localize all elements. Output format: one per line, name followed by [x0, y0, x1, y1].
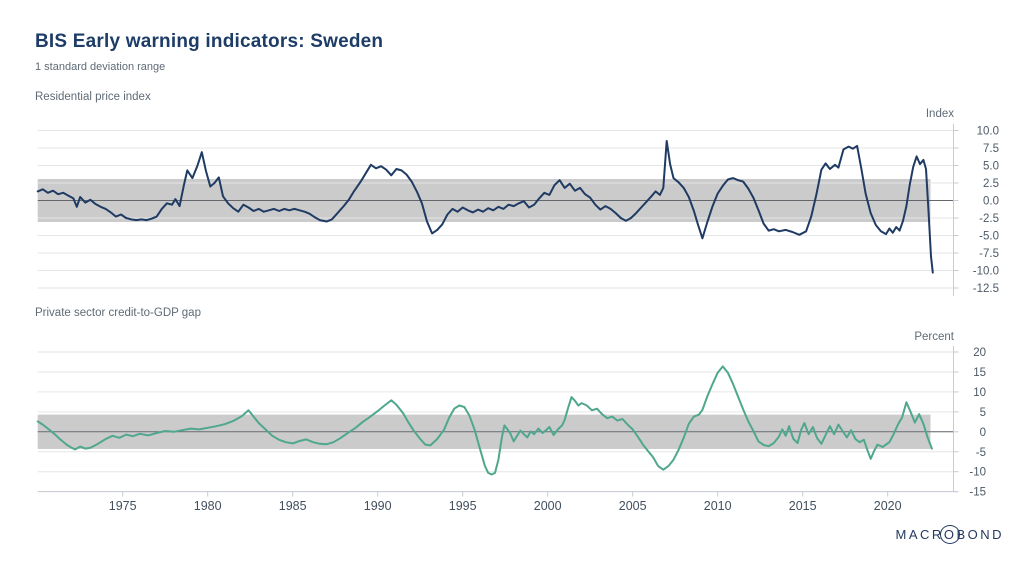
x-tick-label: 1990 — [364, 499, 392, 513]
x-tick-label: 2010 — [704, 499, 732, 513]
y-tick-label: -10.0 — [973, 266, 999, 278]
y-tick-label: -2.5 — [979, 213, 999, 225]
chart-panel-2: 20 15 10 5 0 -5 -10 -15 Percent — [36, 331, 986, 499]
panel-label-residential-price-index: Residential price index — [35, 91, 151, 103]
y-tick-label: 10 — [973, 387, 986, 399]
panel-label-credit-to-gdp-gap: Private sector credit-to-GDP gap — [35, 307, 201, 319]
y-tick-label: 5 — [980, 407, 986, 419]
y-tick-label: -15 — [969, 487, 986, 499]
x-tick-label: 2005 — [619, 499, 647, 513]
chart-panel-1: 10.0 7.5 5.0 2.5 0.0 -2.5 -5.0 -7.5 -10.0 -12.5 In… — [36, 108, 999, 296]
x-tick-label: 1975 — [109, 499, 137, 513]
y-tick-label: -12.5 — [973, 283, 999, 295]
macrobond-logo: MACROBOND — [895, 525, 1004, 544]
y-tick-label: 7.5 — [983, 143, 999, 155]
x-tick-label: 1995 — [449, 499, 477, 513]
x-tick-label: 2020 — [874, 499, 902, 513]
y-tick-label: 10.0 — [977, 126, 999, 138]
y-tick-label: 0.0 — [983, 196, 999, 208]
x-tick-label: 2000 — [534, 499, 562, 513]
axis-unit-label: Index — [926, 108, 954, 120]
y-tick-label: 20 — [973, 347, 986, 359]
x-tick-label: 1980 — [194, 499, 222, 513]
x-axis: 1975 1980 1985 1990 1995 2000 2005 2010 2015 2020 — [37, 491, 957, 513]
y-tick-label: -7.5 — [979, 248, 999, 260]
series-line-navy — [36, 140, 934, 274]
x-tick-label: 1985 — [279, 499, 307, 513]
page-subtitle: 1 standard deviation range — [35, 61, 166, 73]
y-tick-label: 2.5 — [983, 178, 999, 190]
axis-unit-label: Percent — [914, 331, 954, 343]
logo-orbit-o: O — [939, 525, 960, 544]
y-tick-label: -5 — [976, 447, 986, 459]
y-tick-label: 15 — [973, 367, 986, 379]
y-tick-label: -5.0 — [979, 231, 999, 243]
x-tick-label: 2015 — [789, 499, 817, 513]
y-tick-label: 5.0 — [983, 161, 999, 173]
y-tick-label: 0 — [980, 427, 986, 439]
y-tick-label: -10 — [969, 467, 986, 479]
series-line-teal — [36, 365, 933, 476]
page-title: BIS Early warning indicators: Sweden — [35, 31, 384, 52]
